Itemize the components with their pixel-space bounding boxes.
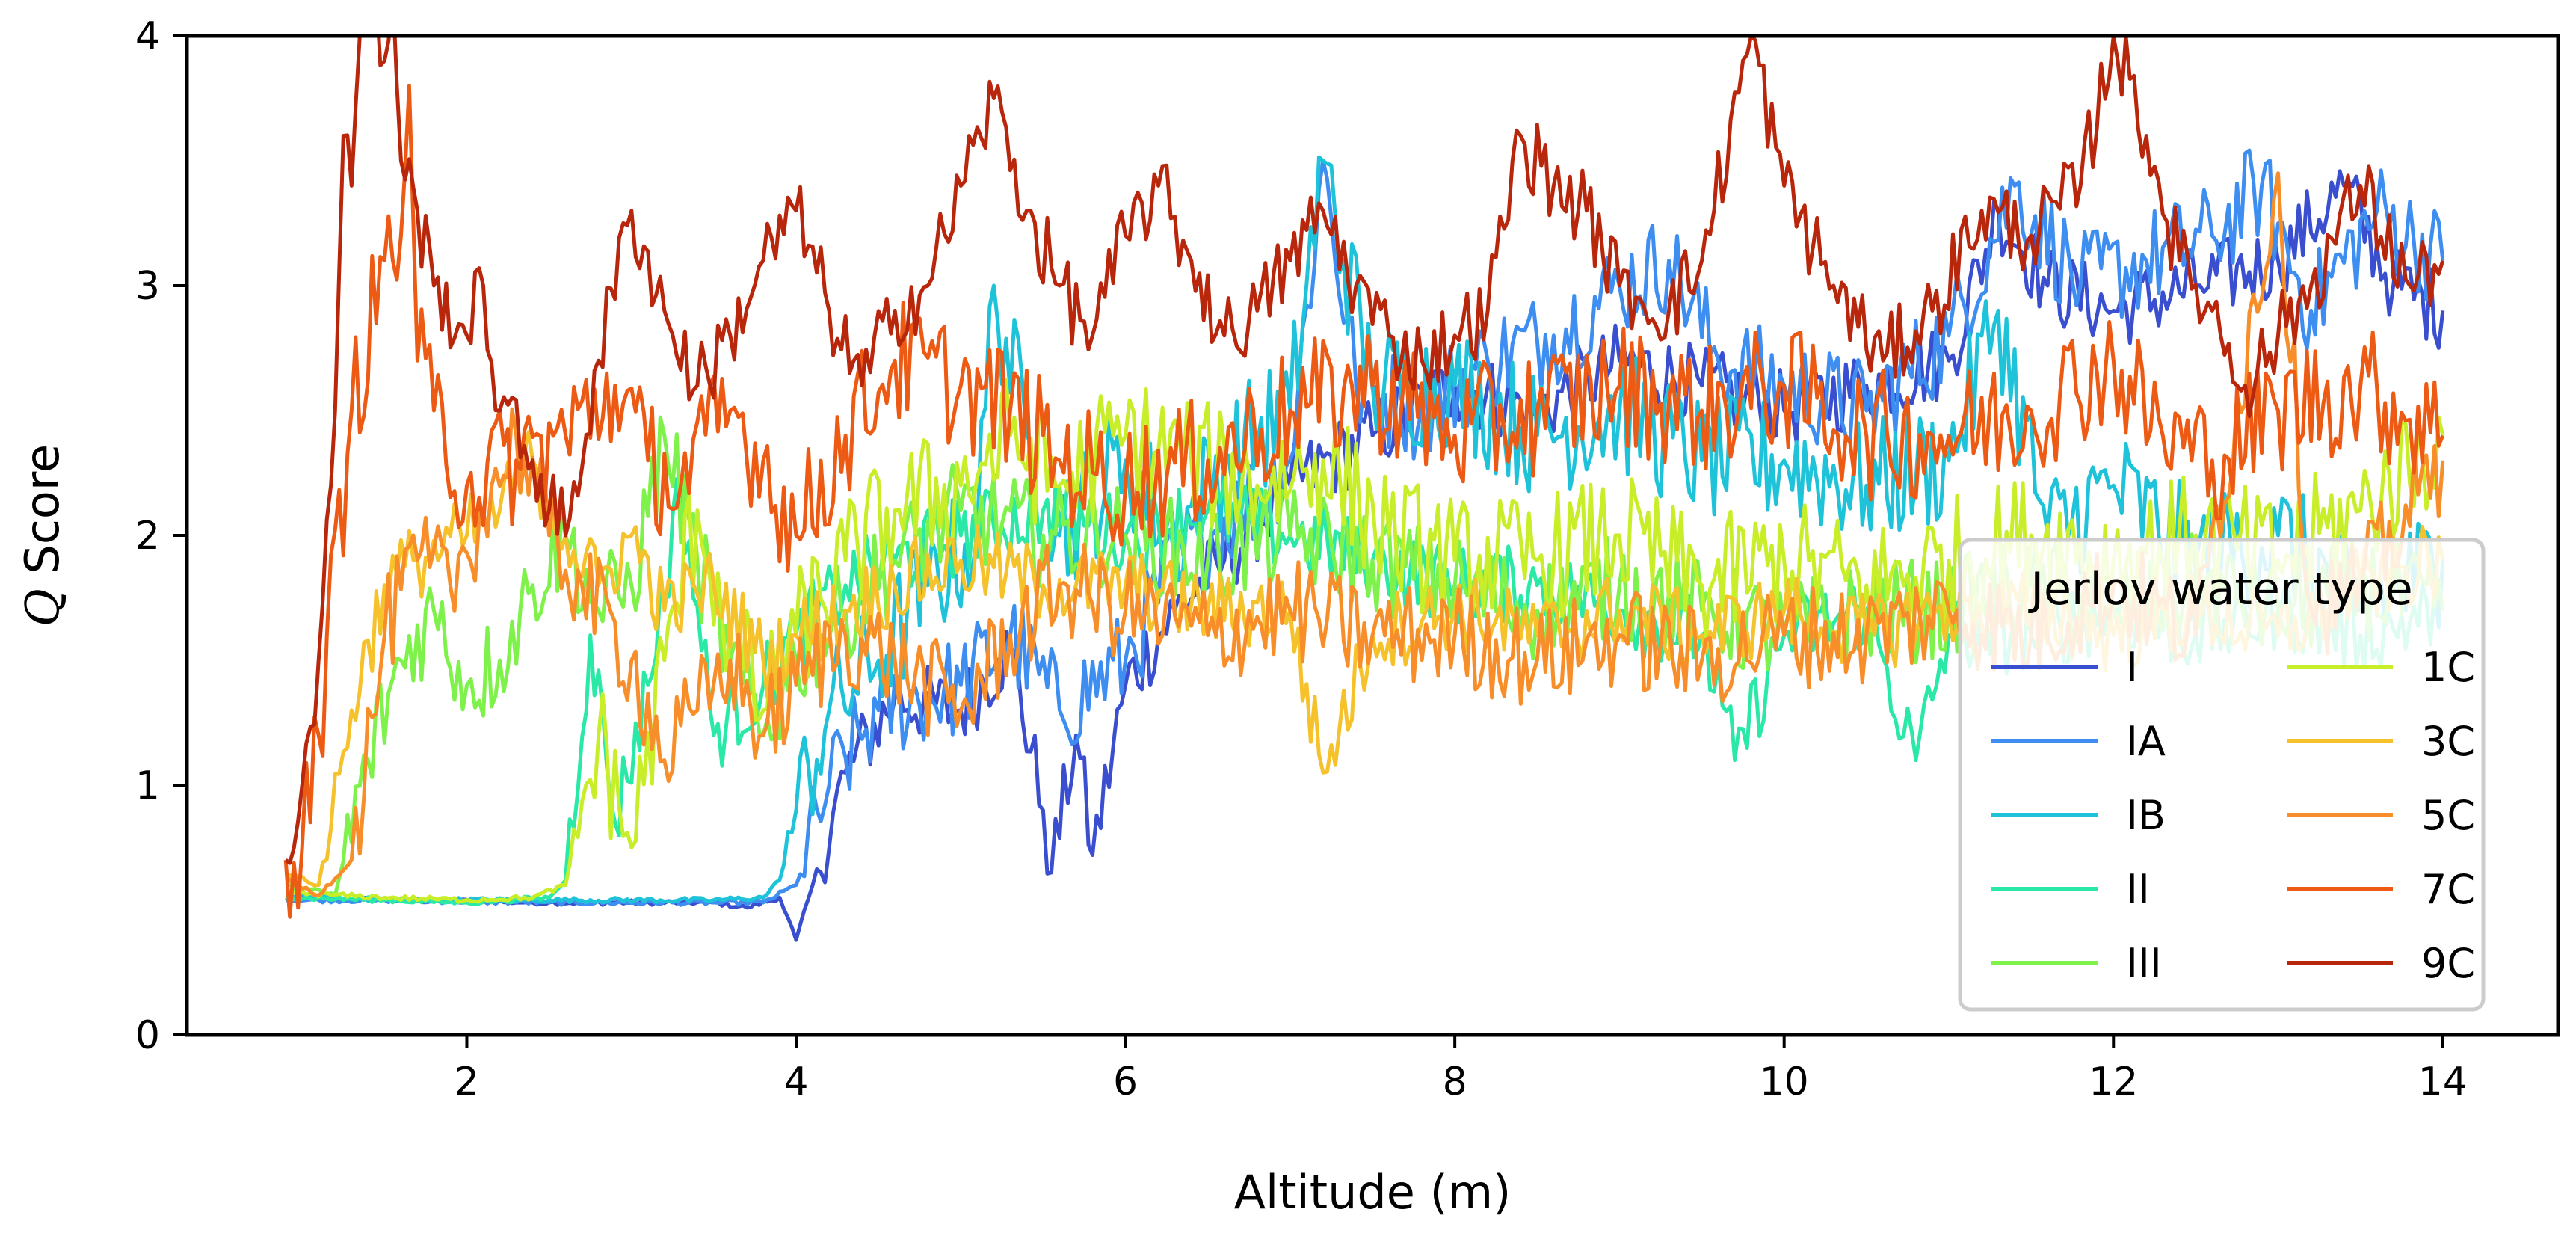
x-axis-label: Altitude (m)	[1234, 1165, 1512, 1220]
y-tick-label: 0	[135, 1013, 160, 1058]
legend-label-9c: 9C	[2421, 940, 2475, 987]
x-tick-label: 6	[1113, 1060, 1138, 1104]
legend-label-iii: III	[2126, 940, 2162, 987]
x-tick-label: 2	[455, 1060, 479, 1104]
y-axis-label-italic: Q	[15, 588, 70, 627]
series-line-7c	[283, 84, 2445, 919]
y-axis-label: Q Score	[15, 444, 70, 627]
y-tick-label: 2	[135, 514, 160, 559]
y-axis-label-rest: Score	[15, 444, 70, 588]
y-tick-label: 3	[135, 264, 160, 309]
series-line-9c	[284, 36, 2445, 865]
y-tick-label: 4	[135, 14, 160, 59]
x-tick-label: 14	[2418, 1060, 2468, 1104]
legend-label-7c: 7C	[2421, 866, 2475, 913]
legend-label-1c: 1C	[2421, 644, 2475, 691]
legend-label-i: I	[2126, 644, 2138, 691]
legend-label-3c: 3C	[2421, 718, 2475, 765]
x-tick-label: 8	[1443, 1060, 1467, 1104]
y-tick-label: 1	[135, 763, 160, 808]
x-tick-label: 12	[2089, 1060, 2138, 1104]
legend-label-5c: 5C	[2421, 792, 2475, 839]
legend-box	[1958, 538, 2486, 1012]
legend-title: Jerlov water type	[2027, 563, 2412, 615]
legend-label-ia: IA	[2126, 718, 2166, 765]
x-tick-label: 10	[1760, 1060, 1809, 1104]
legend-label-ii: II	[2126, 866, 2150, 913]
legend-label-ib: IB	[2126, 792, 2166, 839]
x-tick-label: 4	[783, 1060, 808, 1104]
